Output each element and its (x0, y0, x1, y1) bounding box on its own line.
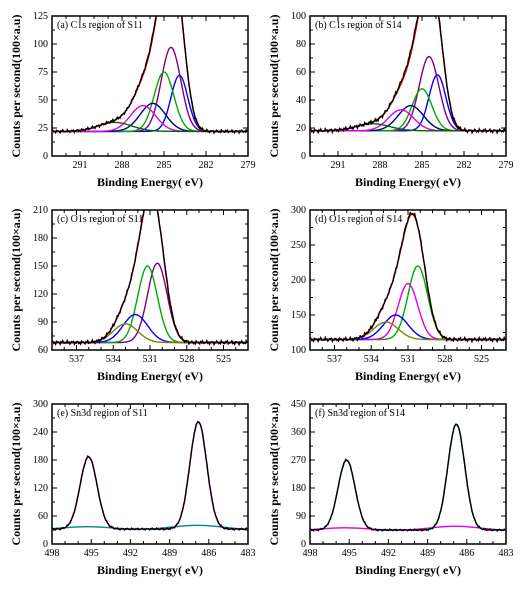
svg-text:537: 537 (327, 354, 342, 365)
panel-label-c: (c) O1s region of S11 (57, 214, 143, 225)
svg-text:483: 483 (499, 548, 514, 559)
panel-a: 291 288 285 282 279 0 25 50 75 100 125 (a) C1s regi… (8, 8, 256, 192)
svg-text:483: 483 (241, 548, 256, 559)
svg-text:492: 492 (123, 548, 138, 559)
svg-text:534: 534 (106, 354, 121, 365)
svg-text:492: 492 (381, 548, 396, 559)
svg-text:450: 450 (291, 399, 306, 410)
panel-e: 498495492489486483060120180240300(e) Sn3… (8, 396, 256, 580)
svg-text:0: 0 (301, 539, 306, 550)
svg-text:360: 360 (291, 427, 306, 438)
svg-text:150: 150 (291, 310, 306, 321)
panel-label-a: (a) C1s region of S11 (57, 20, 143, 31)
svg-text:528: 528 (179, 354, 194, 365)
svg-text:250: 250 (291, 240, 306, 251)
panel-label-d: (d) O1s region of S14 (315, 214, 402, 225)
svg-text:75: 75 (38, 67, 48, 78)
svg-text:288: 288 (115, 160, 130, 171)
svg-text:20: 20 (296, 123, 306, 134)
panel-c: 537 534 531 528 525 60 90 120 150 180 210 (c) O1s r… (8, 202, 256, 386)
svg-text:Counts per second(100×a.u): Counts per second(100×a.u) (9, 15, 23, 158)
svg-text:531: 531 (401, 354, 416, 365)
svg-text:50: 50 (38, 95, 48, 106)
svg-text:Binding Energy( eV): Binding Energy( eV) (355, 369, 461, 383)
svg-text:528: 528 (437, 354, 452, 365)
svg-text:285: 285 (157, 160, 172, 171)
svg-text:291: 291 (73, 160, 88, 171)
svg-text:60: 60 (38, 511, 48, 522)
svg-text:210: 210 (33, 205, 48, 216)
svg-text:Counts per second(100×a.u): Counts per second(100×a.u) (9, 403, 23, 546)
svg-text:486: 486 (201, 548, 216, 559)
svg-text:291: 291 (331, 160, 346, 171)
svg-text:90: 90 (38, 317, 48, 328)
svg-text:240: 240 (33, 427, 48, 438)
svg-text:525: 525 (474, 354, 489, 365)
svg-text:282: 282 (457, 160, 472, 171)
svg-text:534: 534 (364, 354, 379, 365)
svg-text:489: 489 (420, 548, 435, 559)
panel-label-f: (f) Sn3d region of S14 (315, 408, 405, 419)
svg-text:Binding Energy( eV): Binding Energy( eV) (97, 175, 203, 189)
svg-text:40: 40 (296, 95, 306, 106)
svg-text:495: 495 (84, 548, 99, 559)
svg-text:Counts per second(100×a.u): Counts per second(100×a.u) (267, 15, 281, 158)
svg-text:282: 282 (199, 160, 214, 171)
svg-text:100: 100 (33, 39, 48, 50)
svg-text:300: 300 (33, 399, 48, 410)
svg-text:489: 489 (162, 548, 177, 559)
svg-text:285: 285 (415, 160, 430, 171)
svg-text:100: 100 (291, 11, 306, 22)
svg-text:486: 486 (459, 548, 474, 559)
svg-text:180: 180 (33, 455, 48, 466)
svg-text:270: 270 (291, 455, 306, 466)
svg-text:279: 279 (241, 160, 256, 171)
svg-text:180: 180 (33, 233, 48, 244)
svg-text:300: 300 (291, 205, 306, 216)
svg-text:0: 0 (43, 151, 48, 162)
svg-text:120: 120 (33, 483, 48, 494)
svg-text:Binding Energy( eV): Binding Energy( eV) (355, 175, 461, 189)
svg-text:60: 60 (296, 67, 306, 78)
svg-text:288: 288 (373, 160, 388, 171)
svg-text:200: 200 (291, 275, 306, 286)
svg-text:525: 525 (216, 354, 231, 365)
svg-text:Binding Energy( eV): Binding Energy( eV) (97, 563, 203, 577)
svg-text:90: 90 (296, 511, 306, 522)
svg-text:25: 25 (38, 123, 48, 134)
panel-b: 291 288 285 282 279 0 20 40 60 80 100 (b) C1s regio… (266, 8, 514, 192)
svg-text:495: 495 (342, 548, 357, 559)
svg-text:125: 125 (33, 11, 48, 22)
svg-text:Binding Energy( eV): Binding Energy( eV) (355, 563, 461, 577)
panel-f: 498495492489486483090180270360450(f) Sn3… (266, 396, 514, 580)
svg-text:537: 537 (69, 354, 84, 365)
svg-text:Counts per second(100×a.u): Counts per second(100×a.u) (267, 209, 281, 352)
svg-text:120: 120 (33, 289, 48, 300)
svg-text:Binding Energy( eV): Binding Energy( eV) (97, 369, 203, 383)
svg-text:0: 0 (301, 151, 306, 162)
panel-d: 537 534 531 528 525 100 150 200 250 300 (d) O1s re… (266, 202, 514, 386)
svg-text:80: 80 (296, 39, 306, 50)
chart-grid: 291 288 285 282 279 0 25 50 75 100 125 (a) C1s regi… (8, 8, 514, 580)
svg-text:150: 150 (33, 261, 48, 272)
svg-text:Counts per second(100×a.u): Counts per second(100×a.u) (267, 403, 281, 546)
svg-text:60: 60 (38, 345, 48, 356)
svg-text:531: 531 (143, 354, 158, 365)
svg-text:100: 100 (291, 345, 306, 356)
panel-label-b: (b) C1s region of S14 (315, 20, 402, 31)
svg-text:279: 279 (499, 160, 514, 171)
svg-text:0: 0 (43, 539, 48, 550)
svg-text:180: 180 (291, 483, 306, 494)
panel-label-e: (e) Sn3d region of S11 (57, 408, 148, 419)
svg-text:Counts per second(100×a.u): Counts per second(100×a.u) (9, 209, 23, 352)
